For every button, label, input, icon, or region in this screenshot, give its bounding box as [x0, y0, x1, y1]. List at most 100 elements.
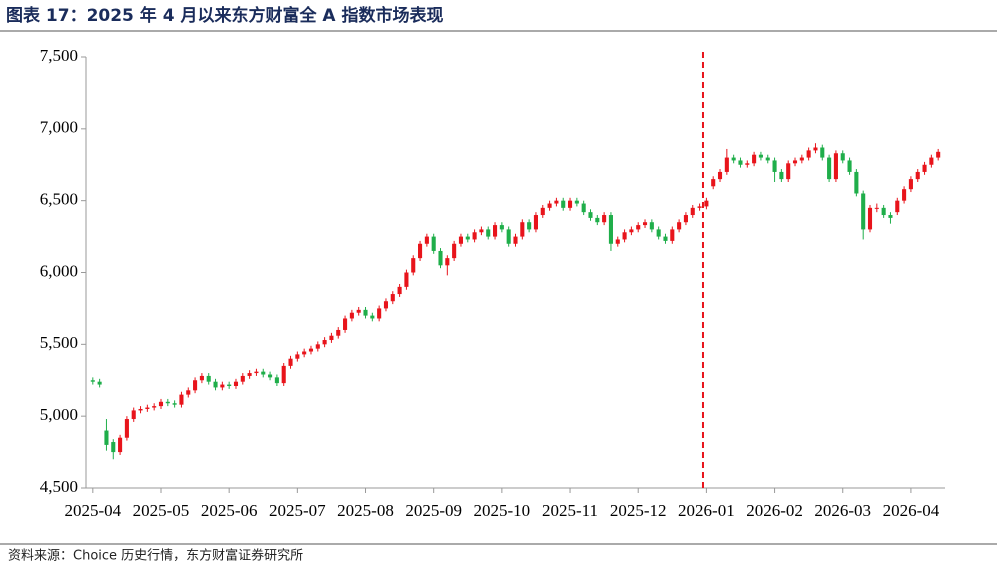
candle-body — [452, 243, 457, 259]
candle-body — [513, 236, 518, 244]
candle-body — [649, 222, 654, 230]
candle-body — [704, 200, 709, 207]
candle-body — [158, 401, 164, 407]
candle-body — [438, 250, 443, 266]
candle-body — [499, 225, 504, 230]
candle-body — [711, 179, 716, 187]
candle-body — [574, 200, 579, 204]
candle-body — [752, 154, 757, 164]
candle-body — [820, 147, 825, 158]
candle-body — [690, 207, 695, 216]
candle-body — [656, 229, 661, 237]
x-tick-label: 2025-08 — [337, 501, 394, 520]
candle-body — [383, 301, 389, 309]
candle-body — [615, 239, 620, 244]
candle-body — [867, 207, 873, 230]
candle-body — [847, 160, 852, 172]
candle-body — [356, 309, 361, 313]
candle-body — [152, 406, 157, 408]
candle-body — [908, 179, 913, 190]
candle-body — [145, 407, 150, 409]
x-tick-label: 2026-03 — [814, 501, 871, 520]
candle-body — [104, 430, 109, 445]
candle-body — [240, 375, 245, 382]
candle-body — [547, 203, 552, 208]
candle-body — [138, 408, 143, 411]
x-tick-label: 2025-12 — [610, 501, 667, 520]
candle-body — [97, 381, 102, 385]
candle-body — [90, 380, 95, 382]
candle-body — [561, 200, 566, 208]
y-tick-label: 6,500 — [40, 190, 78, 209]
candle-body — [506, 229, 511, 244]
candle-body — [854, 171, 859, 194]
candle-body — [131, 410, 136, 420]
candle-body — [329, 335, 334, 341]
candle-body — [595, 217, 600, 223]
x-tick-label: 2026-04 — [883, 501, 940, 520]
x-tick-label: 2025-09 — [405, 501, 462, 520]
candle-body — [206, 375, 211, 382]
candle-body — [588, 212, 593, 218]
candle-body — [418, 243, 423, 259]
y-tick-label: 5,500 — [40, 333, 78, 352]
candle-body — [827, 157, 832, 180]
candle-body — [636, 225, 641, 230]
candle-body — [193, 380, 198, 391]
candle-body — [861, 193, 866, 230]
candle-body — [936, 151, 941, 158]
candle-body — [799, 157, 804, 161]
candle-body — [840, 153, 845, 161]
candle-body — [233, 381, 239, 386]
y-tick-label: 6,000 — [40, 261, 78, 280]
candle-body — [929, 157, 934, 165]
candle-body — [779, 171, 784, 180]
candle-body — [806, 150, 811, 158]
candle-body — [683, 215, 688, 223]
source-note: 资料来源：Choice 历史行情，东方财富证券研究所 — [8, 548, 303, 564]
candle-body — [724, 157, 729, 172]
candle-body — [458, 236, 464, 244]
candle-body — [186, 390, 191, 395]
candle-body — [424, 236, 429, 244]
x-tick-label: 2026-02 — [746, 501, 803, 520]
candle-body — [670, 229, 675, 241]
candle-body — [363, 309, 368, 316]
x-tick-label: 2025-04 — [64, 501, 121, 520]
candle-body — [308, 348, 314, 352]
x-tick-label: 2025-05 — [133, 501, 190, 520]
candle-body — [731, 157, 736, 161]
candle-body — [922, 164, 927, 172]
candle-body — [254, 371, 259, 374]
candle-body — [213, 381, 218, 388]
x-tick-label: 2025-11 — [542, 501, 598, 520]
candle-body — [349, 312, 354, 319]
candle-body — [322, 340, 327, 345]
y-tick-label: 7,500 — [40, 46, 78, 65]
candle-body — [377, 308, 382, 319]
candle-body — [390, 294, 395, 302]
candle-body — [717, 171, 723, 180]
candle-body — [431, 236, 436, 251]
candle-body — [172, 403, 177, 405]
candle-body — [295, 354, 300, 359]
candle-body — [199, 375, 204, 381]
candle-body — [274, 377, 279, 384]
candle-body — [663, 236, 668, 241]
candle-body — [165, 401, 170, 404]
candle-body — [411, 258, 416, 273]
candle-body — [833, 153, 838, 180]
candle-body — [302, 351, 307, 355]
candle-body — [281, 365, 286, 384]
candle-body — [629, 229, 634, 233]
candle-body — [179, 394, 184, 405]
candle-body — [472, 232, 477, 240]
candle-body — [445, 258, 450, 266]
candle-body — [465, 236, 470, 240]
candle-body — [745, 163, 750, 165]
x-tick-label: 2025-07 — [269, 501, 326, 520]
candle-body — [642, 222, 648, 226]
x-tick-label: 2025-10 — [474, 501, 531, 520]
candle-body — [247, 373, 252, 376]
y-tick-label: 5,000 — [40, 405, 78, 424]
